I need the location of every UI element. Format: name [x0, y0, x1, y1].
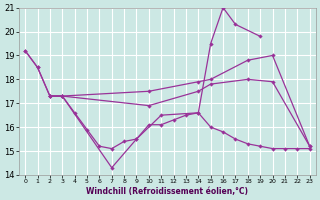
X-axis label: Windchill (Refroidissement éolien,°C): Windchill (Refroidissement éolien,°C) [86, 187, 248, 196]
